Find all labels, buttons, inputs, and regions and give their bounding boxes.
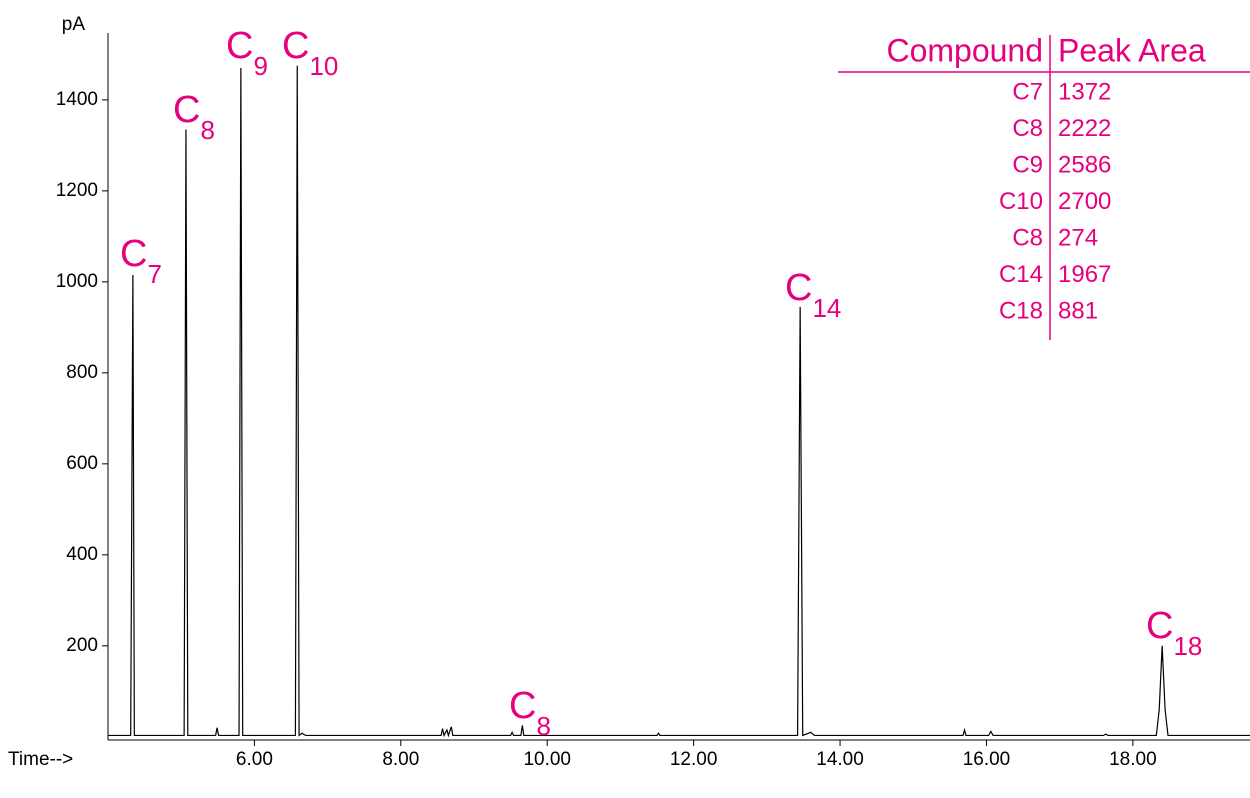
x-tick-label: 12.00 bbox=[670, 749, 718, 770]
peak-label-sub: 7 bbox=[147, 259, 161, 289]
table-cell: 274 bbox=[1058, 224, 1098, 251]
peak-label-sub: 8 bbox=[200, 115, 214, 145]
table-header: Compound bbox=[886, 32, 1043, 68]
y-tick-label: 1000 bbox=[56, 271, 98, 292]
peak-label-base: C bbox=[509, 685, 536, 727]
table-cell: 2222 bbox=[1058, 115, 1111, 142]
x-tick-label: 16.00 bbox=[963, 749, 1011, 770]
y-tick-label: 600 bbox=[66, 453, 98, 474]
peak-label: C10 bbox=[282, 25, 338, 81]
peak-label: C14 bbox=[785, 267, 841, 323]
peak-label: C8 bbox=[509, 685, 551, 741]
table-cell: 1372 bbox=[1058, 78, 1111, 105]
peak-label-sub: 9 bbox=[253, 51, 267, 81]
peak-label-sub: 8 bbox=[536, 711, 550, 741]
y-tick-label: 800 bbox=[66, 362, 98, 383]
table-cell: C18 bbox=[999, 297, 1043, 324]
table-cell: C8 bbox=[1012, 224, 1043, 251]
chromatogram-trace bbox=[108, 65, 1250, 738]
table-header: Peak Area bbox=[1058, 32, 1206, 68]
table-cell: C9 bbox=[1012, 151, 1043, 178]
peak-label: C18 bbox=[1146, 605, 1202, 661]
y-tick-label: 1200 bbox=[56, 180, 98, 201]
x-tick-label: 18.00 bbox=[1109, 749, 1157, 770]
peak-label-base: C bbox=[282, 25, 309, 67]
table-cell: C10 bbox=[999, 188, 1043, 215]
peak-label: C8 bbox=[173, 89, 215, 145]
x-axis-label: Time--> bbox=[8, 749, 73, 770]
table-cell: 881 bbox=[1058, 297, 1098, 324]
peak-label-base: C bbox=[173, 89, 200, 131]
peak-label: C9 bbox=[226, 25, 268, 81]
table-cell: 1967 bbox=[1058, 261, 1111, 288]
peak-label-base: C bbox=[1146, 605, 1173, 647]
peak-label: C7 bbox=[120, 233, 162, 289]
y-tick-label: 400 bbox=[66, 544, 98, 565]
table-cell: 2586 bbox=[1058, 151, 1111, 178]
table-cell: 2700 bbox=[1058, 188, 1111, 215]
table-cell: C14 bbox=[999, 261, 1043, 288]
x-tick-label: 6.00 bbox=[236, 749, 273, 770]
peak-label-sub: 10 bbox=[309, 51, 338, 81]
peak-label-sub: 18 bbox=[1173, 631, 1202, 661]
table-cell: C8 bbox=[1012, 115, 1043, 142]
y-axis-label: pA bbox=[62, 14, 86, 35]
y-tick-label: 200 bbox=[66, 635, 98, 656]
peak-label-base: C bbox=[226, 25, 253, 67]
x-tick-label: 14.00 bbox=[816, 749, 864, 770]
peak-label-base: C bbox=[785, 267, 812, 309]
y-tick-label: 1400 bbox=[56, 89, 98, 110]
x-tick-label: 8.00 bbox=[382, 749, 419, 770]
peak-label-base: C bbox=[120, 233, 147, 275]
peak-label-sub: 14 bbox=[812, 293, 841, 323]
table-cell: C7 bbox=[1012, 78, 1043, 105]
x-tick-label: 10.00 bbox=[523, 749, 571, 770]
